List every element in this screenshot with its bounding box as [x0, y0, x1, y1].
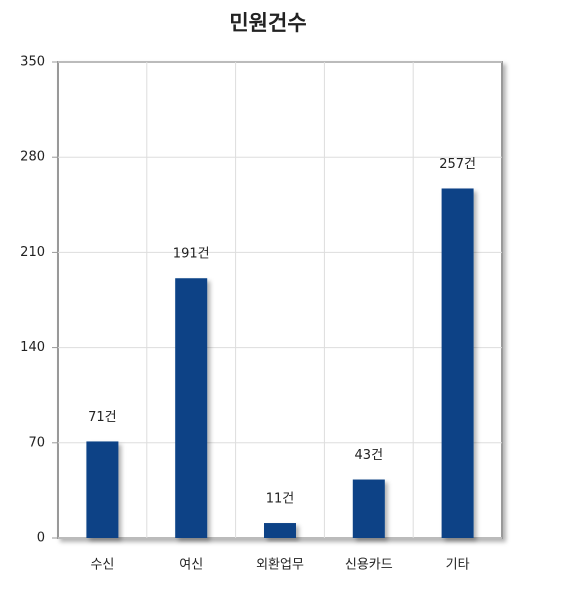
bar	[86, 441, 119, 538]
x-tick-label: 신용카드	[345, 558, 393, 573]
value-label: 191건	[173, 247, 210, 262]
x-tick-label: 수신	[90, 558, 114, 573]
value-label: 257건	[439, 157, 476, 172]
x-tick-label: 기타	[446, 558, 470, 573]
value-label: 71건	[88, 410, 117, 425]
bar	[175, 278, 208, 538]
y-tick-label: 350	[20, 55, 45, 70]
x-tick-label: 외환업무	[256, 558, 304, 573]
bar	[264, 523, 296, 538]
y-tick-label: 140	[20, 340, 45, 355]
y-tick-label: 70	[28, 435, 45, 450]
bar	[352, 479, 385, 538]
chart-title: 민원건수	[229, 11, 306, 35]
y-tick-label: 0	[37, 531, 45, 546]
value-label: 11건	[266, 492, 295, 507]
bar	[441, 188, 474, 539]
value-label: 43건	[355, 448, 384, 463]
y-tick-label: 280	[20, 150, 45, 165]
plot-frame	[57, 61, 503, 539]
y-tick-label: 210	[20, 245, 45, 260]
x-tick-label: 여신	[179, 558, 203, 573]
